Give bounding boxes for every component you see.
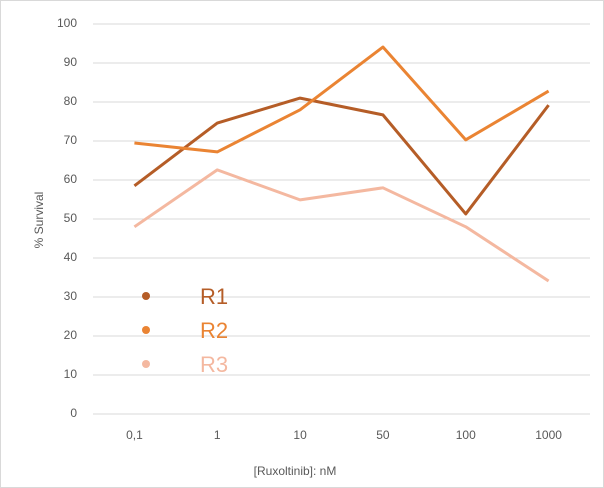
- x-tick-label: 1000: [535, 428, 562, 442]
- x-axis-label: [Ruxoltinib]: nM: [254, 464, 337, 478]
- x-tick-label: 1: [214, 428, 221, 442]
- y-tick-label: 80: [64, 94, 78, 108]
- series-line: [133, 168, 550, 283]
- y-tick-label: 0: [70, 406, 77, 420]
- legend-marker: [142, 326, 150, 334]
- y-tick-label: 30: [64, 289, 78, 303]
- y-tick-label: 40: [64, 250, 78, 264]
- series-line: [133, 96, 550, 216]
- y-axis-label: % Survival: [32, 192, 46, 249]
- y-tick-label: 50: [64, 211, 78, 225]
- legend-marker: [142, 360, 150, 368]
- legend-text: R2: [200, 318, 228, 343]
- y-tick-label: 10: [64, 367, 78, 381]
- y-tick-label: 70: [64, 133, 78, 147]
- y-tick-label: 20: [64, 328, 78, 342]
- y-tick-label: 90: [64, 55, 78, 69]
- series-line: [134, 45, 550, 154]
- legend-text: R3: [200, 352, 228, 377]
- legend-text: R1: [200, 284, 228, 309]
- y-tick-label: 100: [57, 16, 77, 30]
- y-tick-label: 60: [64, 172, 78, 186]
- x-tick-label: 50: [376, 428, 390, 442]
- x-tick-label: 10: [293, 428, 307, 442]
- legend-marker: [142, 292, 150, 300]
- x-tick-label: 0,1: [126, 428, 143, 442]
- x-tick-label: 100: [456, 428, 476, 442]
